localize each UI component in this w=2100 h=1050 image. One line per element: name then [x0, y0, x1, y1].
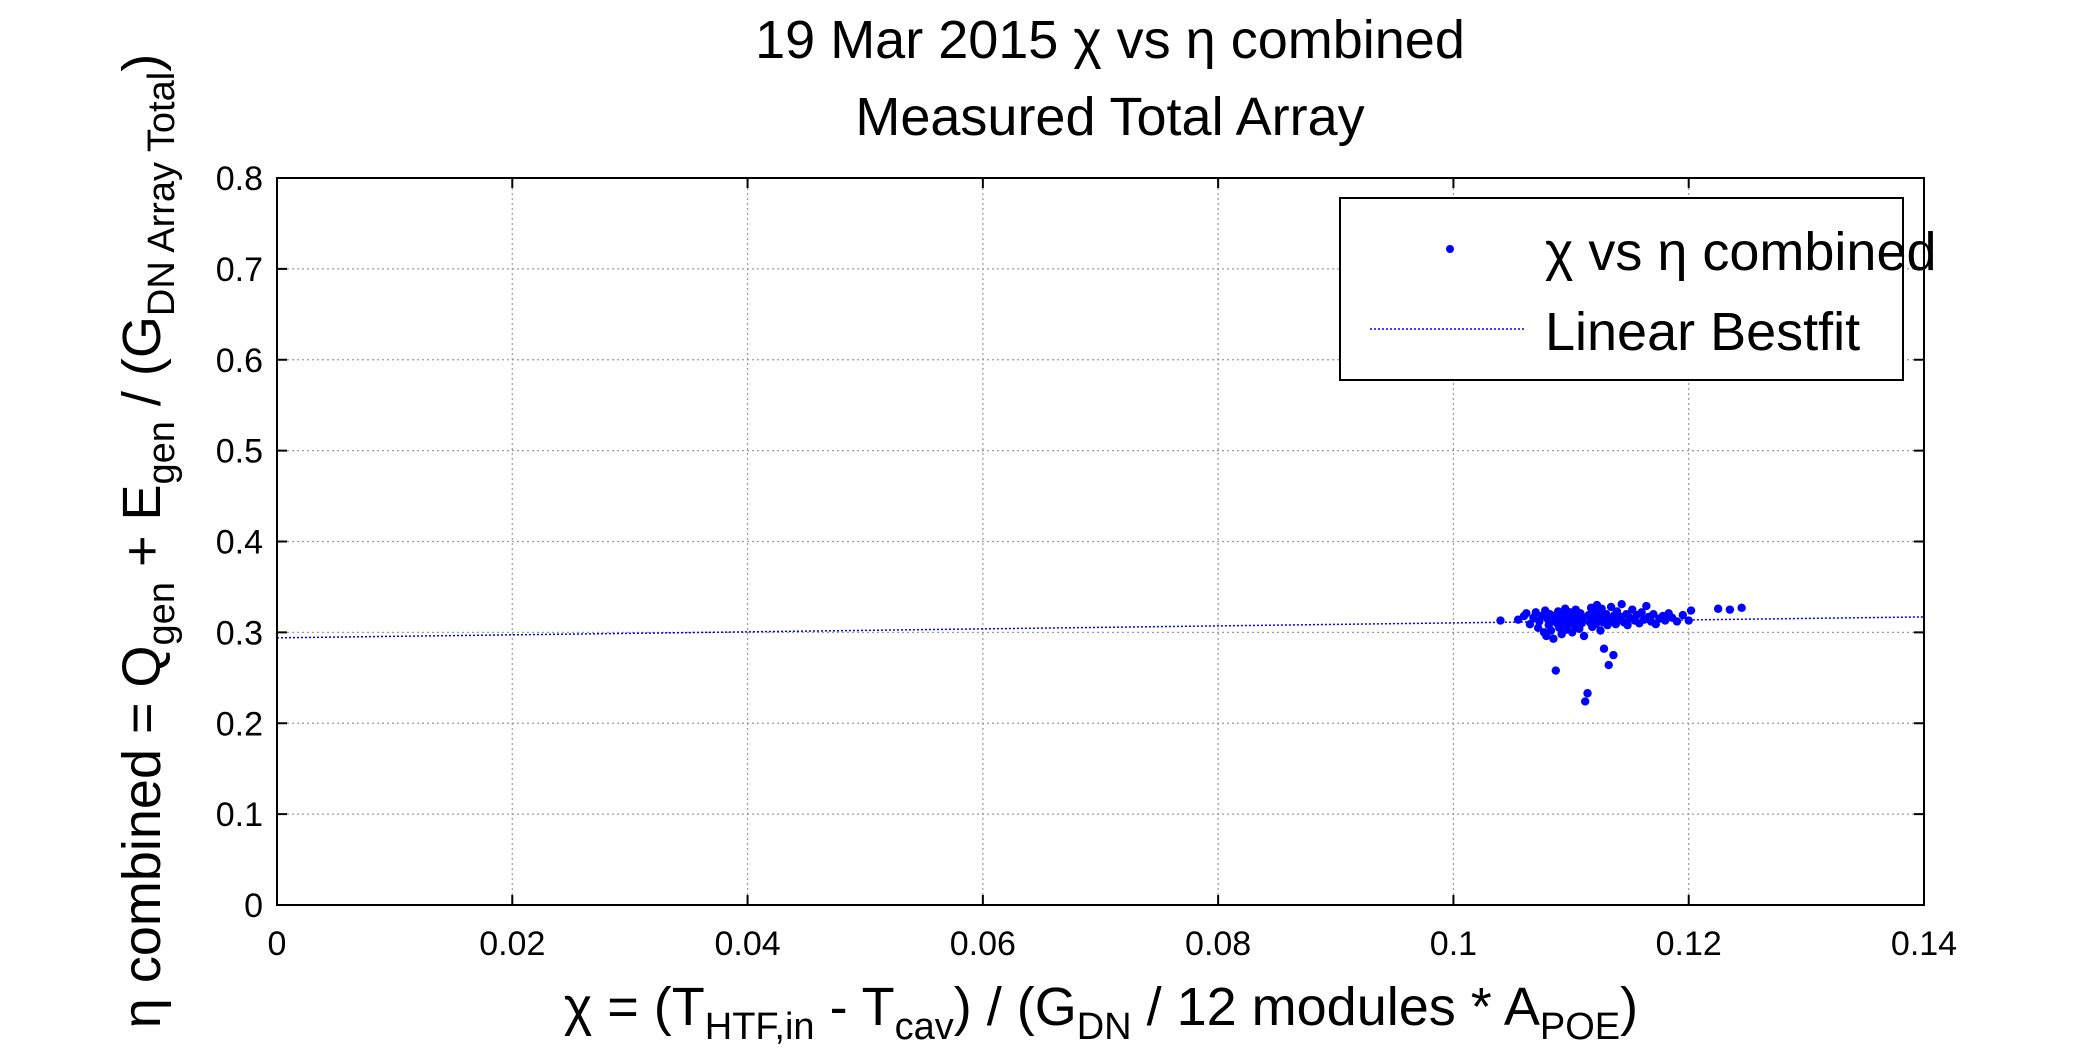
scatter-point — [1642, 601, 1651, 611]
scatter-point — [1580, 697, 1590, 706]
y-tick-label: 0.4 — [216, 524, 263, 562]
scatter-point — [1555, 623, 1564, 633]
x-axis-label-mid3: / 12 modules * A — [1132, 977, 1540, 1037]
y-axis-label-sub3: DN Array Total — [141, 72, 183, 316]
scatter-point — [1623, 620, 1632, 630]
x-tick-label: 0.06 — [950, 925, 1016, 963]
scatter-point — [1583, 689, 1592, 698]
y-axis-label-mid1: + E — [112, 484, 172, 582]
scatter-point — [1597, 604, 1606, 613]
scatter-point — [1672, 617, 1682, 626]
scatter-point — [1684, 616, 1693, 625]
scatter-point — [1542, 631, 1551, 641]
legend-box — [1339, 197, 1904, 381]
y-axis-label-suffix: ) — [112, 54, 172, 72]
scatter-point — [1713, 604, 1723, 613]
x-tick-label: 0.08 — [1185, 925, 1251, 963]
y-tick-label: 0.5 — [216, 433, 263, 471]
y-tick-label: 0.6 — [216, 342, 263, 380]
x-tick-label: 0.1 — [1430, 925, 1477, 963]
x-axis-label-mid1: - T — [815, 977, 895, 1037]
x-axis-label: χ = (THTF,in - Tcav) / (GDN / 12 modules… — [564, 977, 1638, 1048]
y-tick-label: 0.7 — [216, 251, 263, 289]
scatter-point — [1609, 650, 1618, 660]
x-tick-label: 0 — [268, 925, 287, 963]
scatter-point — [1533, 623, 1543, 633]
scatter-point — [1496, 616, 1505, 625]
scatter-point — [1686, 606, 1696, 615]
x-axis-label-mid2: ) / (G — [954, 977, 1077, 1037]
y-tick-label: 0.2 — [216, 705, 263, 743]
y-tick-label: 0 — [244, 887, 263, 925]
y-axis-label-sub2: gen — [141, 421, 183, 484]
scatter-point — [1737, 603, 1746, 613]
x-tick-label: 0.12 — [1656, 925, 1722, 963]
x-tick-label: 0.14 — [1891, 925, 1957, 963]
legend-marker-points — [1446, 245, 1454, 253]
legend: χ vs η combined Linear Bestfit — [1339, 197, 1937, 381]
y-axis-label: η combined = Qgen + Egen / (GDN Array To… — [112, 54, 183, 1028]
x-axis-label-sub3: DN — [1077, 1006, 1132, 1048]
y-tick-label: 0.8 — [216, 160, 263, 198]
y-axis-label-sub1: gen — [141, 582, 183, 645]
chart-title-line2: Measured Total Array — [855, 87, 1364, 147]
x-axis-label-sub1: HTF,in — [705, 1006, 815, 1048]
chart-title-line1: 19 Mar 2015 χ vs η combined — [755, 10, 1465, 70]
y-axis-ticks: 0 0.1 0.2 0.3 0.4 0.5 0.6 0.7 0.8 — [216, 160, 1924, 925]
scatter-point — [1599, 644, 1609, 653]
x-axis-label-suffix: ) — [1620, 977, 1638, 1037]
scatter-point — [1678, 610, 1688, 620]
x-axis-label-sub2: cav — [895, 1006, 954, 1048]
legend-label-points: χ vs η combined — [1545, 222, 1937, 282]
scatter-point — [1579, 631, 1589, 641]
x-tick-label: 0.02 — [479, 925, 545, 963]
scatter-points-layer — [1496, 600, 1746, 706]
scatter-point — [1606, 602, 1616, 612]
scatter-point — [1525, 619, 1535, 629]
scatter-point — [1546, 626, 1556, 635]
scatter-point — [1604, 660, 1613, 670]
scatter-point — [1649, 610, 1658, 619]
x-axis-label-prefix: χ = (T — [564, 977, 705, 1037]
x-axis-label-sub4: POE — [1540, 1006, 1620, 1048]
scatter-point — [1549, 634, 1558, 643]
scatter-point — [1725, 605, 1735, 614]
legend-label-line: Linear Bestfit — [1545, 302, 1860, 362]
scatter-point — [1568, 628, 1577, 637]
y-tick-label: 0.3 — [216, 614, 263, 652]
scatter-point — [1596, 626, 1605, 635]
scatter-point — [1628, 605, 1637, 614]
x-axis-ticks: 0 0.02 0.04 0.06 0.08 0.1 0.12 0.14 — [268, 178, 1957, 963]
y-tick-label: 0.1 — [216, 796, 263, 834]
scatter-point — [1617, 600, 1626, 609]
scatter-point — [1522, 609, 1531, 618]
y-axis-label-mid2: / (G — [112, 316, 172, 421]
scatter-point — [1551, 666, 1560, 675]
scatter-point — [1660, 616, 1670, 625]
x-tick-label: 0.04 — [714, 925, 780, 963]
scatter-point — [1637, 608, 1646, 617]
y-axis-label-prefix: η combined = Q — [112, 645, 172, 1028]
